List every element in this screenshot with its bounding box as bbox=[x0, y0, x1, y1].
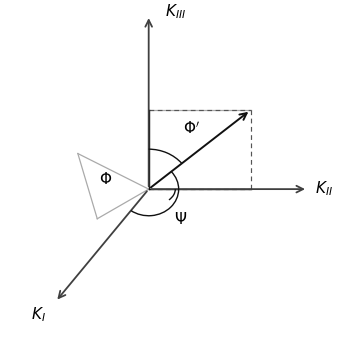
Text: $\Psi$: $\Psi$ bbox=[174, 211, 187, 227]
Text: $K_{I}$: $K_{I}$ bbox=[31, 305, 46, 324]
Text: $K_{II}$: $K_{II}$ bbox=[315, 180, 332, 198]
Text: $\Phi'$: $\Phi'$ bbox=[184, 121, 200, 137]
Text: $\Phi$: $\Phi$ bbox=[99, 171, 112, 187]
Text: $K_{III}$: $K_{III}$ bbox=[165, 3, 187, 21]
